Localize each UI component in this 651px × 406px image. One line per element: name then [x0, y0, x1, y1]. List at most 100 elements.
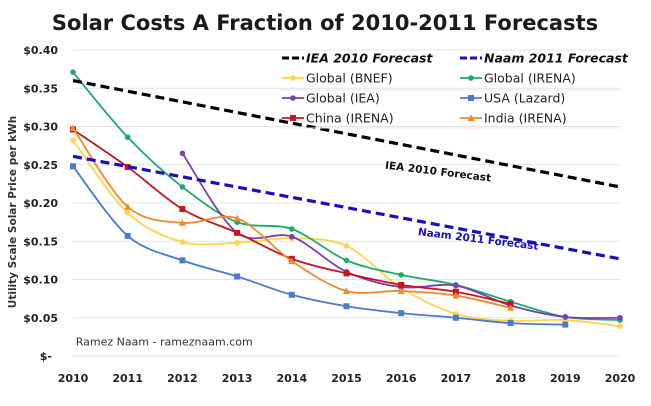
legend-label: India (IRENA)	[484, 111, 567, 126]
data-point	[290, 75, 296, 81]
data-point	[124, 232, 131, 239]
gridlines	[73, 49, 620, 357]
line-annotation: IEA 2010 Forecast	[384, 160, 491, 185]
series-line	[72, 127, 511, 309]
data-point	[468, 95, 474, 101]
legend-label: IEA 2010 Forecast	[306, 51, 433, 66]
data-point	[343, 303, 350, 310]
y-tick-label: $0.20	[23, 197, 58, 210]
line-annotation: Naam 2011 Forecast	[417, 226, 539, 253]
legend-label: USA (Lazard)	[484, 91, 565, 106]
legend-item: India (IRENA)	[460, 111, 567, 126]
y-axis-ticks: $- $0.05 $0.10 $0.15 $0.20 $0.25 $0.30 $0.35 $0.…	[23, 44, 58, 363]
data-point	[124, 203, 132, 210]
legend-label: Global (BNEF)	[306, 71, 393, 86]
x-tick-label: 2017	[441, 372, 472, 385]
data-point	[562, 314, 569, 320]
data-point	[398, 272, 405, 278]
data-point	[124, 134, 131, 141]
legend-item: USA (Lazard)	[460, 91, 565, 106]
data-point	[467, 114, 475, 121]
series-global-bnef	[70, 137, 623, 329]
series-global-irena	[70, 69, 623, 323]
y-tick-label: $0.05	[23, 312, 58, 325]
data-point	[289, 226, 295, 232]
data-point	[70, 163, 76, 170]
data-point	[452, 314, 459, 321]
x-tick-label: 2020	[605, 372, 636, 385]
series-iea-2010-forecast	[72, 79, 621, 189]
y-tick-label: $0.30	[23, 121, 58, 134]
x-tick-label: 2016	[386, 372, 417, 385]
data-point	[290, 95, 296, 101]
data-point	[343, 270, 350, 277]
data-point	[290, 115, 296, 121]
data-point	[507, 300, 514, 307]
legend: IEA 2010 Forecast Naam 2011 Forecast Globa…	[280, 51, 629, 129]
chart-title: Solar Costs A Fraction of 2010-2011 Fore…	[52, 11, 598, 35]
legend-item: Global (BNEF)	[282, 71, 393, 86]
data-point	[289, 233, 295, 240]
series-naam-2011-forecast	[72, 154, 621, 261]
data-point	[124, 164, 131, 171]
data-point	[343, 243, 350, 249]
data-point	[507, 304, 515, 311]
data-point	[179, 206, 186, 213]
x-axis-ticks: 2010 2011 2012 2013 2014 2015 2016 2017 2018 2019…	[58, 372, 636, 385]
y-tick-label: $0.40	[23, 44, 58, 57]
series-line	[72, 165, 566, 326]
series-line	[72, 139, 621, 328]
series-line	[72, 71, 621, 321]
y-tick-label: $0.25	[23, 159, 58, 172]
data-point	[69, 124, 77, 132]
y-tick-label: $0.10	[23, 274, 58, 287]
data-point	[507, 320, 514, 327]
data-point	[234, 273, 241, 280]
credit-annotation: Ramez Naam - rameznaam.com	[76, 335, 253, 348]
data-point	[178, 219, 186, 226]
x-tick-label: 2010	[58, 372, 89, 385]
y-tick-label: $0.15	[23, 235, 58, 248]
series-line	[72, 79, 621, 189]
data-point	[288, 291, 295, 298]
data-point	[452, 288, 459, 295]
legend-label: Global (IEA)	[306, 91, 380, 106]
data-point	[179, 257, 186, 264]
series-usa-lazard	[70, 163, 569, 328]
data-point	[453, 282, 459, 289]
legend-label: Naam 2011 Forecast	[484, 51, 629, 66]
data-point	[343, 287, 350, 294]
x-tick-label: 2011	[112, 372, 143, 385]
y-axis-label: Utility Scale Solar Price per kWh	[7, 116, 19, 308]
y-tick-label: $-	[40, 350, 52, 363]
x-tick-label: 2013	[222, 372, 253, 385]
data-point	[70, 137, 76, 144]
legend-item: China (IRENA)	[282, 111, 394, 126]
legend-item: Global (IEA)	[282, 91, 380, 106]
data-point	[398, 310, 405, 317]
x-tick-label: 2015	[331, 372, 362, 385]
x-tick-label: 2018	[495, 372, 526, 385]
x-tick-label: 2019	[550, 372, 581, 385]
data-point	[468, 75, 474, 81]
y-tick-label: $0.35	[23, 82, 58, 95]
data-point	[70, 69, 76, 75]
data-point	[562, 321, 569, 328]
data-point	[179, 150, 186, 157]
x-tick-label: 2014	[276, 372, 307, 385]
series-line	[72, 154, 621, 261]
series-line	[72, 128, 511, 305]
data-point	[617, 323, 623, 329]
series-india-irena	[69, 124, 515, 311]
legend-label: China (IRENA)	[306, 111, 394, 126]
data-point	[397, 287, 405, 294]
data-point	[452, 292, 460, 299]
legend-item: Global (IRENA)	[460, 71, 576, 86]
data-point	[234, 239, 240, 246]
legend-item: IEA 2010 Forecast	[282, 51, 433, 66]
data-point	[124, 210, 131, 216]
data-point	[179, 184, 186, 190]
data-point	[234, 229, 241, 236]
data-point	[288, 257, 296, 265]
series-group	[69, 69, 623, 329]
